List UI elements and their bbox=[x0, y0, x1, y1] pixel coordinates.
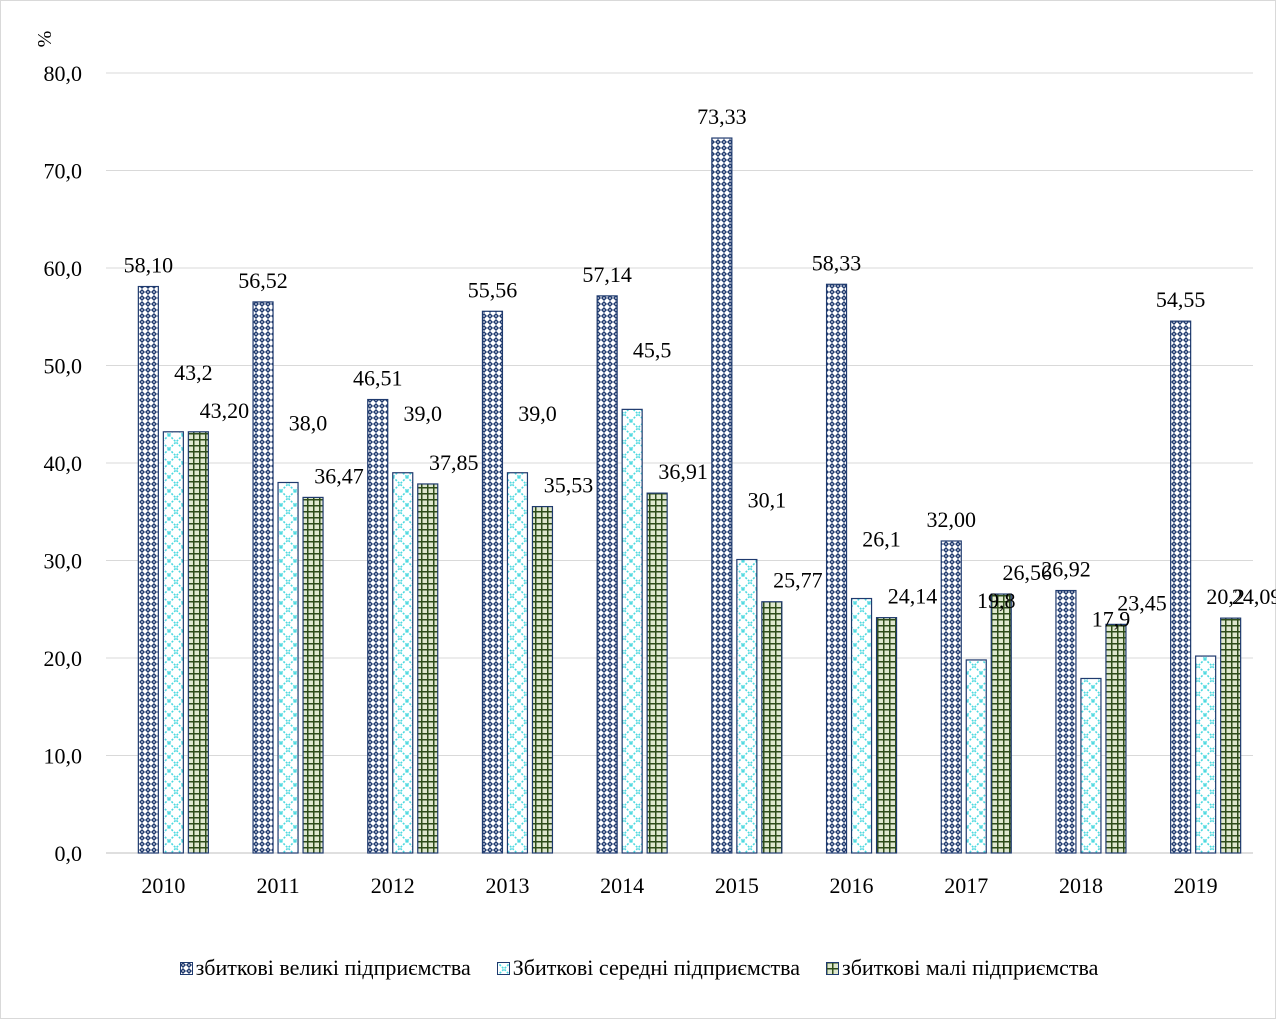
legend-label-large: збиткові великі підприємства bbox=[195, 955, 471, 980]
bar-medium-2012 bbox=[392, 472, 414, 854]
data-label: 56,52 bbox=[238, 268, 288, 293]
data-label: 73,33 bbox=[697, 104, 747, 129]
data-label: 25,77 bbox=[773, 568, 823, 593]
bar-large-2017 bbox=[940, 540, 962, 854]
legend-item-large: збиткові великі підприємства bbox=[179, 955, 471, 981]
x-tick-label: 2014 bbox=[600, 873, 644, 898]
x-tick-label: 2013 bbox=[485, 873, 529, 898]
data-label: 24,09 bbox=[1232, 584, 1276, 609]
bar-medium-2015 bbox=[736, 558, 758, 854]
legend-item-medium: Збиткові середні підприємства bbox=[496, 955, 800, 981]
legend-swatch-large bbox=[179, 961, 193, 975]
bar-medium-2017 bbox=[965, 659, 987, 854]
bar-large-2018 bbox=[1055, 589, 1077, 854]
bar-small-2018 bbox=[1105, 623, 1127, 854]
x-tick-label: 2010 bbox=[141, 873, 185, 898]
y-tick-label: 40,0 bbox=[44, 451, 83, 476]
x-tick-label: 2016 bbox=[830, 873, 874, 898]
data-label: 46,51 bbox=[353, 366, 403, 391]
data-label: 55,56 bbox=[468, 277, 518, 302]
x-tick-label: 2015 bbox=[715, 873, 759, 898]
x-tick-label: 2019 bbox=[1174, 873, 1218, 898]
bar-small-2013 bbox=[531, 505, 554, 854]
data-label: 58,33 bbox=[812, 250, 862, 275]
bar-medium-2011 bbox=[277, 481, 299, 854]
legend-swatch-small bbox=[826, 961, 839, 975]
bar-medium-2010 bbox=[162, 431, 184, 854]
bar-medium-2016 bbox=[850, 597, 873, 854]
data-label: 39,0 bbox=[404, 401, 443, 426]
data-label: 37,85 bbox=[429, 450, 479, 475]
x-tick-label: 2017 bbox=[944, 873, 988, 898]
bar-small-2016 bbox=[875, 617, 898, 854]
bar-large-2013 bbox=[481, 310, 504, 854]
bar-small-2014 bbox=[646, 492, 668, 854]
data-label: 17,9 bbox=[1092, 606, 1131, 631]
data-label: 58,10 bbox=[124, 253, 174, 278]
bar-small-2012 bbox=[417, 483, 439, 854]
legend-label-medium: Збиткові середні підприємства bbox=[512, 955, 800, 980]
bar-small-2010 bbox=[187, 431, 209, 854]
y-tick-label: 80,0 bbox=[44, 61, 83, 86]
bar-small-2019 bbox=[1220, 617, 1242, 854]
data-label: 57,14 bbox=[582, 262, 632, 287]
x-tick-label: 2018 bbox=[1059, 873, 1103, 898]
y-tick-label: 50,0 bbox=[44, 354, 83, 379]
data-label: 54,55 bbox=[1156, 287, 1206, 312]
bar-large-2016 bbox=[825, 283, 848, 854]
data-label: 30,1 bbox=[748, 488, 787, 513]
bar-small-2011 bbox=[302, 496, 324, 854]
data-label: 32,00 bbox=[927, 507, 977, 532]
data-label: 35,53 bbox=[544, 473, 594, 498]
bar-large-2014 bbox=[596, 295, 618, 854]
data-label: 36,91 bbox=[658, 459, 708, 484]
data-label: 39,0 bbox=[518, 401, 557, 426]
bars bbox=[137, 137, 1242, 854]
legend-swatch-medium bbox=[496, 961, 510, 975]
bar-medium-2014 bbox=[621, 408, 643, 854]
legend-item-small: збиткові малі підприємства bbox=[826, 955, 1098, 981]
bar-medium-2019 bbox=[1195, 655, 1217, 854]
data-label: 20,2 bbox=[1206, 584, 1245, 609]
y-unit-label: % bbox=[34, 31, 56, 48]
y-tick-label: 10,0 bbox=[44, 744, 83, 769]
y-tick-label: 70,0 bbox=[44, 159, 83, 184]
data-label: 43,2 bbox=[174, 360, 213, 385]
legend-label-small: збиткові малі підприємства bbox=[842, 955, 1099, 980]
legend: збиткові великі підприємства Збиткові се… bbox=[1, 955, 1276, 981]
y-tick-label: 20,0 bbox=[44, 646, 83, 671]
data-label: 26,1 bbox=[862, 527, 901, 552]
data-label: 26,56 bbox=[1003, 560, 1053, 585]
data-label: 23,45 bbox=[1117, 590, 1167, 615]
bar-large-2012 bbox=[367, 398, 389, 854]
bar-small-2015 bbox=[761, 601, 783, 854]
data-label: 36,47 bbox=[314, 463, 364, 488]
bar-large-2010 bbox=[137, 285, 159, 854]
data-label: 26,92 bbox=[1041, 557, 1091, 582]
bar-large-2015 bbox=[711, 137, 733, 854]
bar-small-2017 bbox=[990, 593, 1012, 854]
y-tick-label: 30,0 bbox=[44, 549, 83, 574]
data-label: 24,14 bbox=[888, 584, 938, 609]
data-label: 43,20 bbox=[200, 398, 250, 423]
axes: 0,0 10,0 20,0 30,0 40,0 50,0 60,0 70,0 80,0% 2010… bbox=[34, 31, 1253, 898]
x-tick-label: 2012 bbox=[371, 873, 415, 898]
bar-large-2011 bbox=[252, 301, 274, 854]
bar-medium-2013 bbox=[506, 472, 529, 854]
y-tick-label: 0,0 bbox=[55, 841, 83, 866]
data-label: 45,5 bbox=[633, 337, 672, 362]
data-label: 19,8 bbox=[977, 588, 1016, 613]
data-label: 38,0 bbox=[289, 411, 328, 436]
y-tick-label: 60,0 bbox=[44, 256, 83, 281]
bar-medium-2018 bbox=[1080, 677, 1102, 854]
data-labels: 58,1043,243,2056,5238,036,4746,5139,037,… bbox=[124, 104, 1276, 631]
x-tick-label: 2011 bbox=[256, 873, 299, 898]
bar-large-2019 bbox=[1170, 320, 1192, 854]
